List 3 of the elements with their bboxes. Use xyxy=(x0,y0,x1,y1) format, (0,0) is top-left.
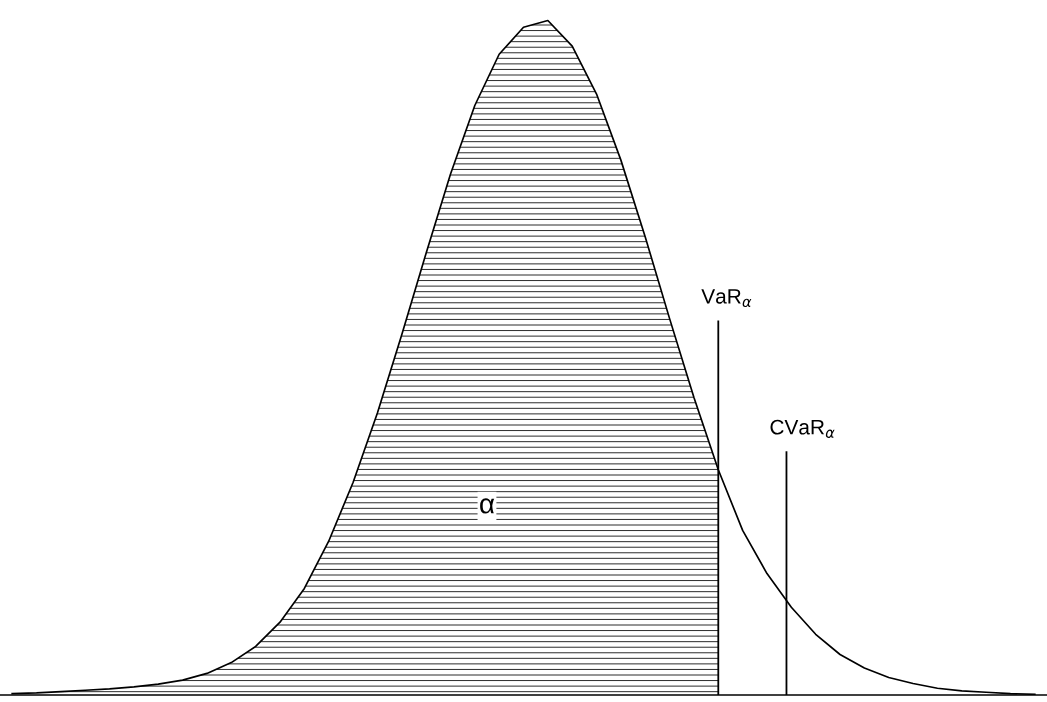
annotation: CVaR$_{α}$ xyxy=(770,419,835,438)
annotation: VaR$_{α}$ xyxy=(701,289,752,308)
annotation: α xyxy=(480,498,495,514)
